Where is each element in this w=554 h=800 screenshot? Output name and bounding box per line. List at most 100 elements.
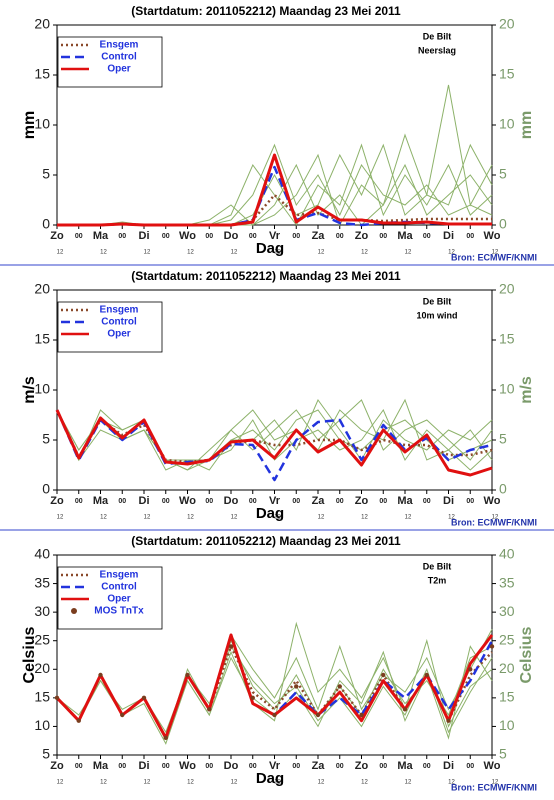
x-tick-label: Wo — [179, 495, 196, 507]
legend-box — [57, 36, 163, 88]
hour-label: 12 — [231, 515, 238, 521]
hour-label: 12 — [405, 515, 412, 521]
y-tick-label: 40 — [34, 546, 50, 562]
hour-label: 12 — [187, 515, 194, 521]
y-tick-label: 30 — [34, 603, 50, 619]
x-tick-label: 00 — [379, 763, 387, 770]
legend-box — [57, 301, 163, 353]
mos-point — [272, 712, 277, 718]
x-tick-label: Za — [312, 230, 326, 242]
x-tick-label: 00 — [75, 763, 83, 770]
variable: 10m wind — [416, 310, 457, 320]
y-tick-label: 5 — [42, 431, 50, 447]
legend-label: Control — [101, 52, 137, 63]
series-line — [55, 409, 493, 477]
x-tick-label: Vr — [269, 495, 281, 507]
mos-point — [76, 718, 81, 723]
location: De Bilt — [423, 31, 452, 41]
y-tick-label: 0 — [42, 481, 50, 497]
y-tick-label: 20 — [34, 660, 50, 676]
x-tick-label: Ma — [397, 760, 413, 772]
mos-point — [163, 735, 168, 741]
y2-tick-label: 25 — [499, 631, 515, 647]
hour-label: 12 — [492, 250, 499, 256]
y2-tick-label: 15 — [499, 66, 515, 82]
x-tick-label: Vr — [269, 760, 281, 772]
x-tick-label: 00 — [379, 498, 387, 505]
mos-point — [54, 695, 60, 701]
hour-label: 12 — [100, 780, 107, 786]
y2-tick-label: 20 — [499, 16, 515, 32]
mos-point — [446, 718, 451, 723]
source: Bron: ECMWF/KNMI — [451, 517, 537, 527]
x-tick-label: 00 — [292, 498, 300, 505]
hour-label: 12 — [231, 250, 238, 256]
x-tick-label: 00 — [292, 233, 300, 240]
y2-tick-label: 10 — [499, 717, 515, 733]
mos-point — [294, 684, 299, 689]
y-tick-label: 25 — [34, 631, 50, 647]
x-tick-label: 00 — [205, 498, 213, 505]
hour-label: 12 — [187, 780, 194, 786]
x-tick-label: Wo — [484, 760, 501, 772]
series-line — [57, 153, 492, 227]
chart-title: (Startdatum: 2011052212) Maandag 23 Mei … — [131, 534, 401, 548]
y2-tick-label: 10 — [499, 381, 515, 397]
y2-axis-label: m/s — [518, 376, 535, 404]
x-tick-label: Di — [139, 230, 150, 242]
mos-point — [185, 672, 190, 678]
y2-tick-label: 15 — [499, 689, 515, 705]
legend-label: Ensgem — [100, 40, 139, 51]
x-tick-label: 00 — [162, 763, 170, 770]
mos-point — [141, 695, 147, 701]
x-tick-label: 00 — [336, 498, 344, 505]
x-tick-label: Wo — [179, 760, 196, 772]
x-tick-label: Do — [224, 495, 239, 507]
x-tick-label: 00 — [292, 763, 300, 770]
location: De Bilt — [423, 561, 452, 571]
x-tick-label: 00 — [336, 763, 344, 770]
mos-point — [402, 707, 408, 712]
y-tick-label: 0 — [42, 216, 50, 232]
x-tick-label: Ma — [93, 230, 109, 242]
series-line — [55, 409, 493, 464]
y2-tick-label: 0 — [499, 216, 507, 232]
y-axis-label: mm — [21, 111, 38, 139]
hour-label: 12 — [100, 250, 107, 256]
y2-tick-label: 0 — [499, 481, 507, 497]
x-tick-label: 00 — [466, 498, 474, 505]
mos-point — [337, 684, 342, 689]
x-axis-label: Dag — [256, 240, 284, 257]
mos-point — [250, 695, 255, 701]
x-tick-label: 00 — [75, 498, 83, 505]
mos-point — [315, 712, 321, 718]
x-axis-label: Dag — [256, 505, 284, 522]
hour-label: 12 — [187, 250, 194, 256]
legend-label: Control — [101, 582, 137, 593]
x-tick-label: Di — [443, 495, 454, 507]
hour-label: 12 — [448, 515, 455, 521]
y2-tick-label: 40 — [499, 546, 515, 562]
x-tick-label: 00 — [75, 233, 83, 240]
legend-label: Oper — [107, 329, 130, 340]
x-tick-label: 00 — [249, 233, 257, 240]
x-tick-label: Ma — [93, 760, 109, 772]
variable: T2m — [428, 575, 447, 585]
y-tick-label: 15 — [34, 689, 50, 705]
mos-point — [120, 712, 125, 718]
hour-label: 12 — [274, 780, 281, 786]
legend-box — [57, 566, 163, 630]
x-tick-label: 00 — [249, 498, 257, 505]
x-tick-label: 00 — [466, 233, 474, 240]
x-tick-label: 00 — [205, 763, 213, 770]
y-tick-label: 5 — [42, 166, 50, 182]
hour-label: 12 — [57, 250, 64, 256]
x-tick-label: Za — [312, 760, 326, 772]
y-tick-label: 15 — [34, 331, 50, 347]
y2-tick-label: 10 — [499, 116, 515, 132]
y-tick-label: 20 — [34, 281, 50, 297]
hour-label: 12 — [144, 250, 151, 256]
x-tick-label: Wo — [179, 230, 196, 242]
